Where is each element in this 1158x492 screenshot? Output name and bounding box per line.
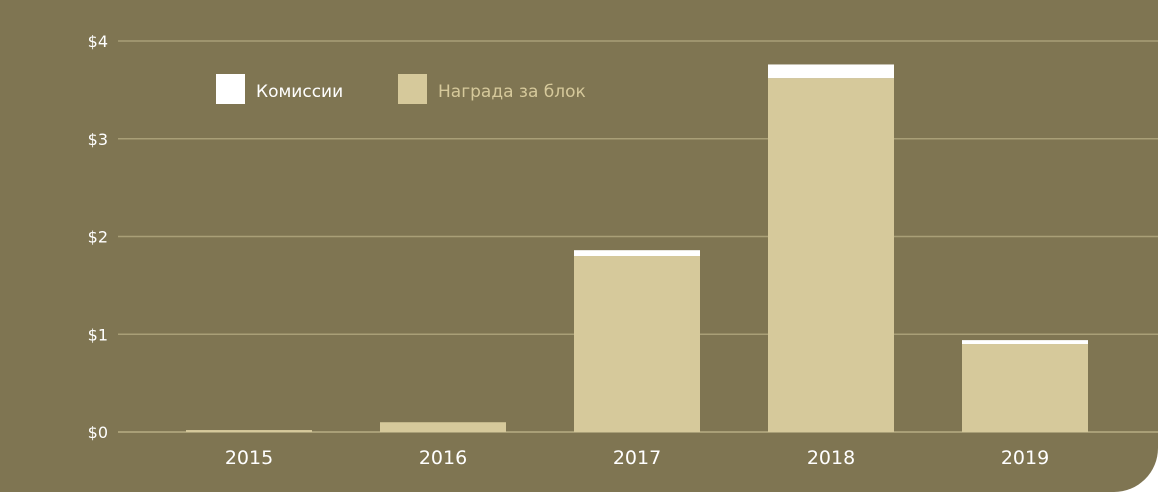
- legend-label: Комиссии: [256, 82, 343, 102]
- bar-2018-block-reward: [768, 78, 894, 433]
- x-tick-label: 2019: [1001, 447, 1049, 469]
- bar-2019-block-reward: [962, 344, 1088, 432]
- x-tick-label: 2015: [225, 447, 273, 469]
- y-tick-label: $1: [88, 325, 108, 344]
- bar-2017-fees: [574, 250, 700, 257]
- y-tick-label: $2: [88, 228, 108, 247]
- bar-2017-block-reward: [574, 256, 700, 432]
- legend-swatch: [398, 74, 427, 104]
- legend-label: Награда за блок: [438, 82, 586, 102]
- bar-2015-block-reward: [186, 430, 312, 432]
- bar-2016-block-reward: [380, 422, 506, 432]
- y-tick-label: $3: [88, 130, 108, 149]
- bar-2019-fees: [962, 340, 1088, 345]
- x-tick-label: 2016: [419, 447, 467, 469]
- bar-2018-fees: [768, 64, 894, 79]
- x-tick-label: 2018: [807, 447, 855, 469]
- y-tick-label: $4: [88, 32, 108, 51]
- legend-swatch: [216, 74, 245, 104]
- x-tick-label: 2017: [613, 447, 661, 469]
- y-tick-label: $0: [88, 423, 108, 442]
